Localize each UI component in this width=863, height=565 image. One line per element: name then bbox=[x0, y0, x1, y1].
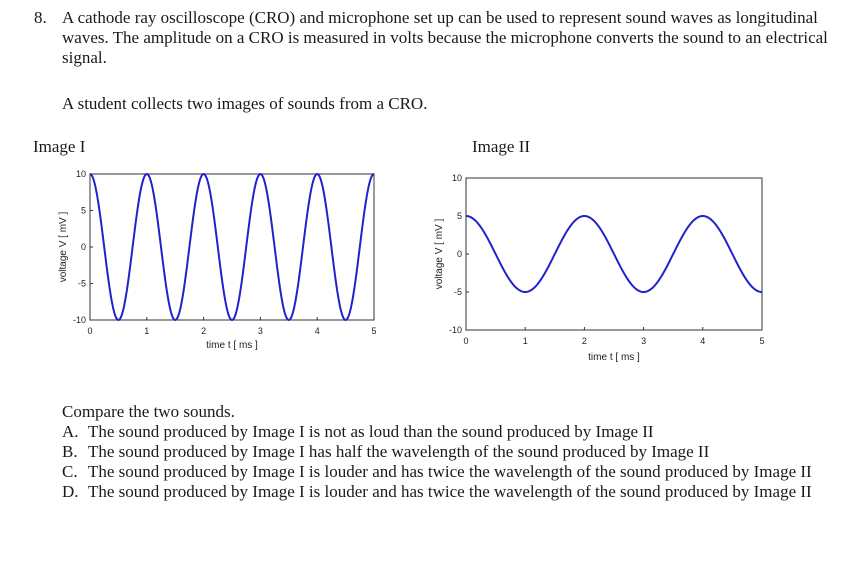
image-1-label: Image I bbox=[33, 137, 86, 156]
option-b[interactable]: B. The sound produced by Image I has hal… bbox=[62, 442, 852, 462]
option-letter: C. bbox=[62, 462, 78, 481]
option-text: The sound produced by Image I is not as … bbox=[88, 422, 654, 441]
cro-chart-image-1: 0 1 2 3 4 5 10 5 0 -5 -10 time t [ ms ] voltage V [ … bbox=[58, 169, 377, 351]
answer-options: Compare the two sounds. A. The sound pro… bbox=[62, 402, 852, 502]
x-tick-label: 5 bbox=[759, 336, 764, 346]
x-tick-label: 0 bbox=[87, 326, 92, 336]
image-2-label: Image II bbox=[472, 137, 531, 156]
y-axis-label: voltage V [ mV ] bbox=[434, 218, 445, 289]
x-tick-label: 1 bbox=[523, 336, 528, 346]
option-c[interactable]: C. The sound produced by Image I is loud… bbox=[62, 462, 852, 482]
x-axis-label: time t [ ms ] bbox=[206, 340, 258, 351]
x-tick-label: 2 bbox=[582, 336, 587, 346]
x-tick-label: 3 bbox=[258, 326, 263, 336]
wave-series-line bbox=[465, 214, 763, 294]
option-letter: B. bbox=[62, 442, 78, 461]
question-intro: A student collects two images of sounds … bbox=[62, 94, 428, 113]
y-tick-label: 0 bbox=[81, 242, 86, 252]
question-text: A cathode ray oscilloscope (CRO) and mic… bbox=[62, 8, 828, 67]
option-text: The sound produced by Image I has half t… bbox=[88, 442, 710, 461]
y-tick-label: -10 bbox=[449, 325, 462, 335]
wave-series-line bbox=[89, 172, 375, 322]
y-tick-label: 10 bbox=[452, 173, 462, 183]
option-letter: A. bbox=[62, 422, 79, 441]
x-axis-label: time t [ ms ] bbox=[588, 352, 640, 363]
y-tick-label: -5 bbox=[454, 287, 462, 297]
option-text: The sound produced by Image I is louder … bbox=[88, 462, 812, 481]
x-tick-label: 5 bbox=[371, 326, 376, 336]
option-letter: D. bbox=[62, 482, 79, 501]
option-d[interactable]: D. The sound produced by Image I is loud… bbox=[62, 482, 852, 502]
y-tick-label: 5 bbox=[81, 206, 86, 216]
x-tick-label: 4 bbox=[315, 326, 320, 336]
cro-chart-image-2: 0 1 2 3 4 5 10 5 0 -5 -10 time t [ ms ] voltage V [ … bbox=[434, 173, 765, 363]
y-tick-label: 5 bbox=[457, 211, 462, 221]
option-a[interactable]: A. The sound produced by Image I is not … bbox=[62, 422, 852, 442]
options-prompt: Compare the two sounds. bbox=[62, 402, 235, 421]
y-axis-label: voltage V [ mV ] bbox=[58, 211, 69, 282]
y-tick-label: 0 bbox=[457, 249, 462, 259]
y-tick-label: -10 bbox=[73, 315, 86, 325]
x-tick-label: 1 bbox=[144, 326, 149, 336]
x-tick-label: 0 bbox=[463, 336, 468, 346]
x-tick-label: 3 bbox=[641, 336, 646, 346]
plot-frame bbox=[89, 173, 375, 321]
y-tick-label: -5 bbox=[78, 279, 86, 289]
x-tick-label: 2 bbox=[201, 326, 206, 336]
x-tick-label: 4 bbox=[700, 336, 705, 346]
y-tick-label: 10 bbox=[76, 169, 86, 179]
question-number: 8. bbox=[34, 8, 47, 27]
option-text: The sound produced by Image I is louder … bbox=[88, 482, 812, 501]
